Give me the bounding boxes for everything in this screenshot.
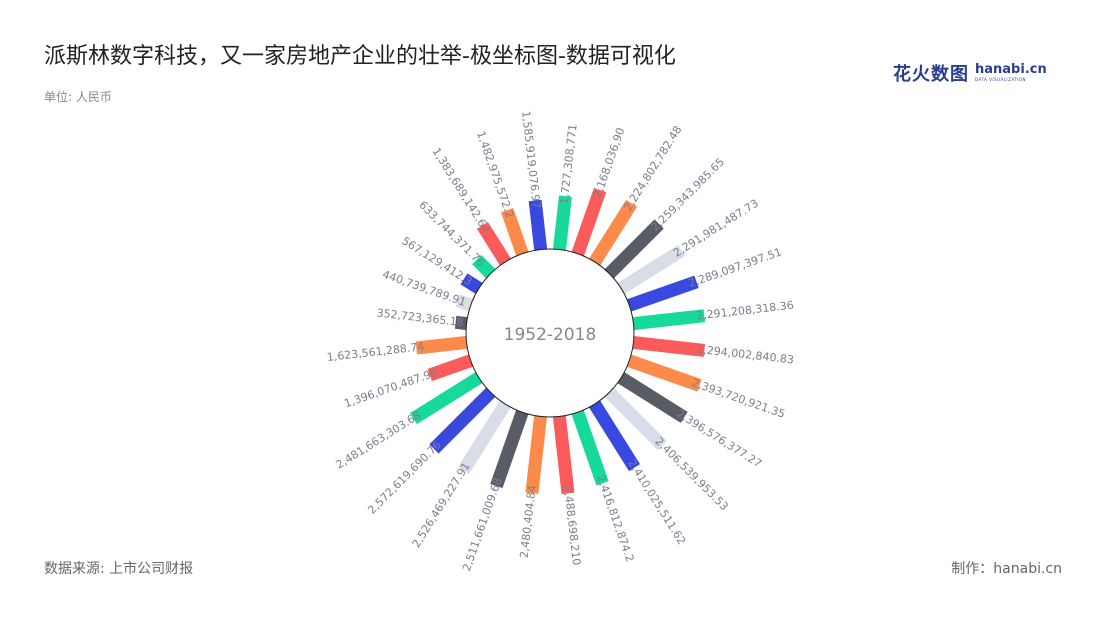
bar-value-label-21: 1,623,561,288.74 xyxy=(326,340,425,364)
polar-bar-11 xyxy=(601,385,667,450)
data-source: 数据来源: 上市公司财报 xyxy=(44,561,194,577)
polar-bar-0 xyxy=(528,199,548,255)
center-label: 1952-2018 xyxy=(504,325,597,345)
polar-bar-10 xyxy=(614,370,688,423)
polar-bar-17 xyxy=(457,397,513,475)
polar-bar-26 xyxy=(476,221,513,269)
chart-title: 派斯林数字科技，又一家房地产企业的壮举-极坐标图-数据可视化 xyxy=(44,44,676,69)
bar-value-label-1: 1,727,308,771 xyxy=(558,123,580,204)
polar-bar-13 xyxy=(570,406,609,486)
bar-value-label-14: 2,488,698,210 xyxy=(561,485,583,566)
logo-en-text: hanabi.cn xyxy=(975,62,1047,77)
bar-group xyxy=(410,187,706,495)
bar-value-label-13: 2,416,812,874.2 xyxy=(594,473,636,563)
polar-bar-3 xyxy=(587,199,638,269)
polar-bar-8 xyxy=(628,335,706,357)
bar-value-label-12: 2,410,025,511.62 xyxy=(625,457,688,547)
bar-value-label-15: 2,480,404.84 xyxy=(518,484,539,558)
bar-value-label-27: 1,482,975,572.2 xyxy=(474,130,516,220)
polar-bar-5 xyxy=(614,244,685,296)
polar-bar-9 xyxy=(623,353,702,392)
bar-value-label-17: 2,526,469,227.91 xyxy=(410,460,473,550)
bar-value-label-7: 2,291,208,318.36 xyxy=(696,299,795,323)
polar-bar-2 xyxy=(570,187,607,260)
bar-value-label-2: 2,168,036,90 xyxy=(591,126,628,200)
polar-bar-27 xyxy=(500,208,530,260)
polar-bar-19 xyxy=(410,370,486,425)
bar-value-label-20: 1,396,070,487.96 xyxy=(342,366,439,411)
unit-label: 单位: 人民币 xyxy=(44,90,112,104)
polar-bar-14 xyxy=(552,411,575,495)
bar-value-label-22: 352,723,365.18 xyxy=(376,306,464,329)
polar-bar-16 xyxy=(490,406,530,489)
bar-value-label-18: 2,572,619,690.76 xyxy=(365,438,443,516)
polar-bar-7 xyxy=(628,309,706,331)
bar-value-label-9: 2,393,720,921.35 xyxy=(690,376,787,421)
polar-bar-4 xyxy=(602,219,664,282)
polar-bar-12 xyxy=(587,397,641,472)
logo-sub-text: DATA VISUALIZATION xyxy=(975,77,1027,82)
polar-bar-20 xyxy=(427,353,477,382)
center-circle xyxy=(465,248,635,418)
logo-cn-text: 花火数图 xyxy=(893,64,969,85)
polar-bar-15 xyxy=(525,411,548,494)
polar-bar-6 xyxy=(623,275,699,313)
credit-text: 制作：hanabi.cn xyxy=(951,561,1062,577)
bar-value-label-0: 1,585,919,076.97 xyxy=(519,110,543,209)
bar-value-label-8: 2,294,002,840.83 xyxy=(696,343,795,367)
bar-value-label-6: 2,289,097,397.51 xyxy=(687,246,784,291)
polar-bar-1 xyxy=(552,195,572,255)
bar-value-label-16: 2,511,661,009.68 xyxy=(460,476,505,573)
polar-bar-21 xyxy=(415,335,472,355)
polar-bar-18 xyxy=(429,384,498,454)
brand-logo: 花火数图 hanabi.cn DATA VISUALIZATION xyxy=(893,60,1047,86)
